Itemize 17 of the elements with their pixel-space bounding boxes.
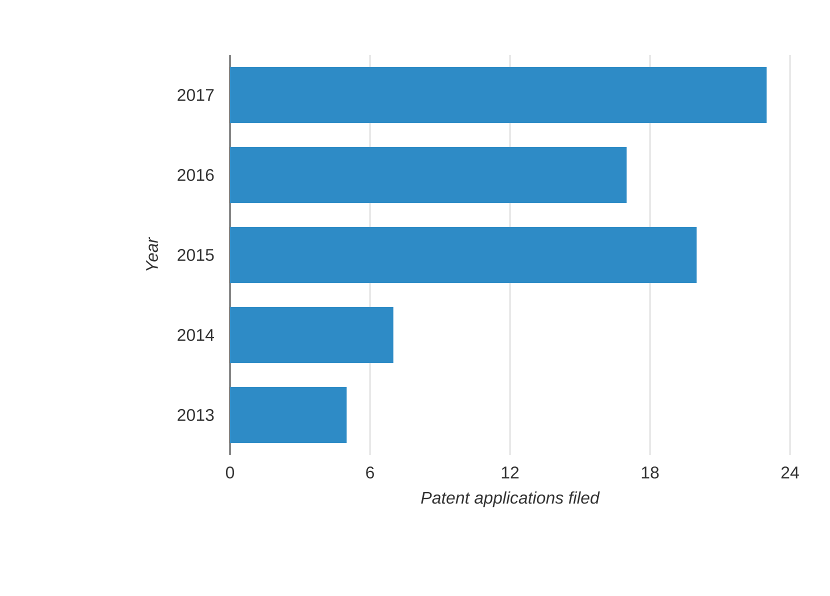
y-tick-label: 2016: [178, 168, 214, 181]
y-tick-label: 2015: [178, 248, 214, 261]
y-tick-label: 2013: [178, 408, 214, 421]
x-tick-label: 6: [366, 466, 374, 479]
x-tick-label: 24: [781, 466, 799, 478]
x-tick-label: 18: [642, 466, 659, 479]
x-tick-label: 0: [226, 466, 234, 479]
bar: [230, 306, 394, 363]
y-tick-label: 2017: [178, 88, 214, 101]
y-tick-label: 2014: [178, 328, 214, 341]
x-tick-label: 12: [502, 466, 519, 478]
bar: [230, 226, 697, 283]
bar: [230, 66, 767, 123]
bar: [230, 146, 627, 203]
bar: [230, 386, 347, 443]
y-axis-title: Year: [146, 236, 158, 271]
x-axis-title: Patent applications filed: [421, 491, 600, 508]
